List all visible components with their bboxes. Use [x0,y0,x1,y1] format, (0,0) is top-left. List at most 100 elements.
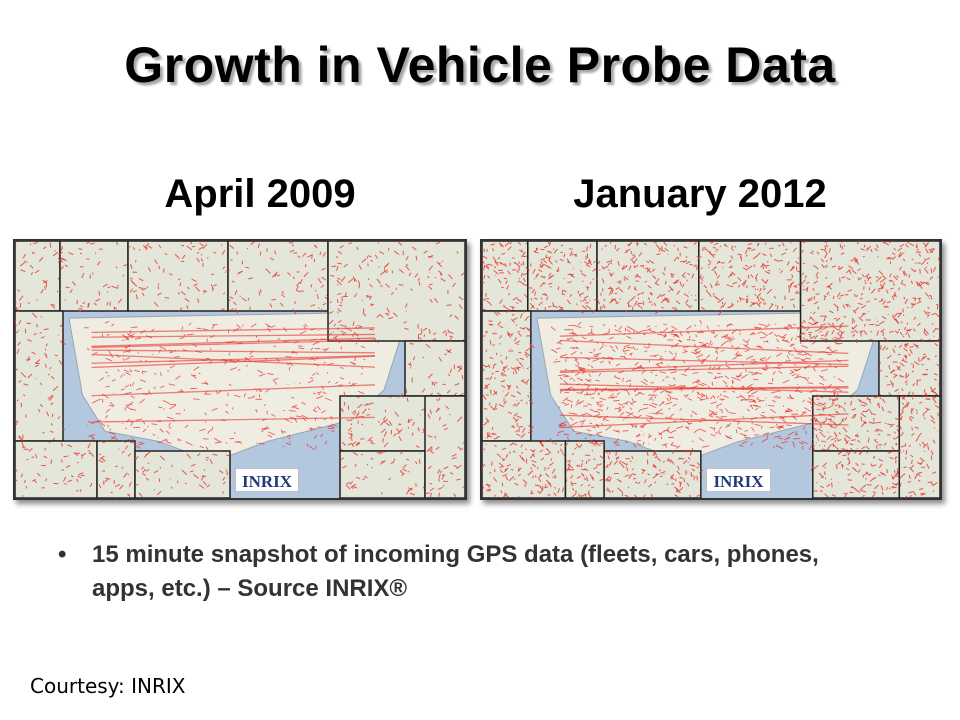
probe-trace [599,455,606,460]
probe-trace [191,278,197,282]
probe-trace [540,258,545,261]
probe-trace [926,463,930,469]
probe-trace [415,445,420,449]
probe-trace [158,265,161,270]
probe-trace [778,244,781,247]
probe-trace [710,283,713,289]
probe-trace [636,303,641,307]
probe-trace [632,473,636,476]
probe-trace [824,315,827,318]
probe-trace [204,241,207,243]
probe-trace [856,294,858,298]
probe-trace [497,321,501,326]
probe-trace [128,493,131,497]
probe-trace [533,279,535,281]
probe-trace [888,392,892,396]
probe-trace [340,346,343,350]
probe-trace [675,426,684,429]
probe-trace [865,408,870,413]
probe-trace [285,356,292,358]
probe-trace [668,376,670,379]
probe-trace [671,429,677,433]
probe-trace [361,258,367,263]
probe-trace [835,342,843,345]
probe-trace [535,273,539,279]
probe-trace [368,408,371,411]
probe-trace [749,404,752,407]
probe-trace [766,288,773,295]
probe-trace [854,261,858,263]
probe-trace [606,406,609,410]
probe-trace [499,335,503,339]
probe-trace [614,324,617,328]
probe-trace [747,274,750,279]
probe-trace [184,482,187,485]
probe-trace [818,402,823,405]
probe-trace [352,452,359,456]
probe-trace [200,258,204,262]
probe-trace [725,424,729,429]
probe-trace [50,376,55,380]
probe-trace [247,297,250,301]
probe-trace [337,308,342,313]
probe-trace [801,249,804,253]
probe-trace [889,330,894,334]
probe-trace [683,259,688,264]
probe-trace [380,460,386,465]
probe-trace [154,373,157,375]
probe-trace [922,355,928,360]
probe-trace [905,331,909,335]
probe-trace [567,281,572,284]
probe-trace [517,343,519,346]
probe-trace [528,430,533,434]
probe-trace [319,251,322,256]
probe-trace [586,246,588,252]
probe-trace [845,434,851,439]
probe-trace [813,264,819,270]
probe-trace [587,484,591,487]
probe-trace [669,384,675,387]
probe-trace [925,407,931,411]
probe-trace [267,431,275,436]
probe-trace [837,404,844,409]
probe-trace [586,429,592,432]
probe-trace [599,307,602,311]
probe-trace [560,353,568,357]
probe-trace [933,378,937,381]
probe-trace [21,495,24,497]
probe-trace [791,275,794,279]
probe-trace [915,245,918,249]
probe-trace [671,325,678,331]
probe-trace [717,310,723,316]
probe-trace [105,357,113,362]
probe-trace [826,435,832,441]
probe-trace [518,280,524,285]
probe-trace [879,278,886,284]
probe-trace [20,269,26,273]
probe-trace [248,277,253,280]
probe-trace [658,433,661,436]
probe-trace [915,281,920,287]
probe-trace [714,270,718,276]
probe-trace [838,266,844,271]
probe-trace [902,283,907,286]
probe-trace [717,325,720,327]
probe-trace [814,334,818,340]
probe-trace [618,406,621,409]
probe-trace [429,482,433,485]
probe-trace [331,430,335,433]
probe-trace [67,479,73,483]
probe-trace [512,416,518,422]
probe-trace [493,390,498,395]
probe-trace [736,422,740,425]
probe-trace [482,255,488,259]
probe-trace [778,370,783,375]
probe-trace [81,452,86,457]
probe-trace [706,354,711,359]
probe-trace [360,453,363,456]
probe-trace [148,267,152,272]
probe-trace [488,324,493,326]
probe-trace [603,298,606,302]
probe-trace [339,457,345,461]
probe-trace [154,259,158,265]
